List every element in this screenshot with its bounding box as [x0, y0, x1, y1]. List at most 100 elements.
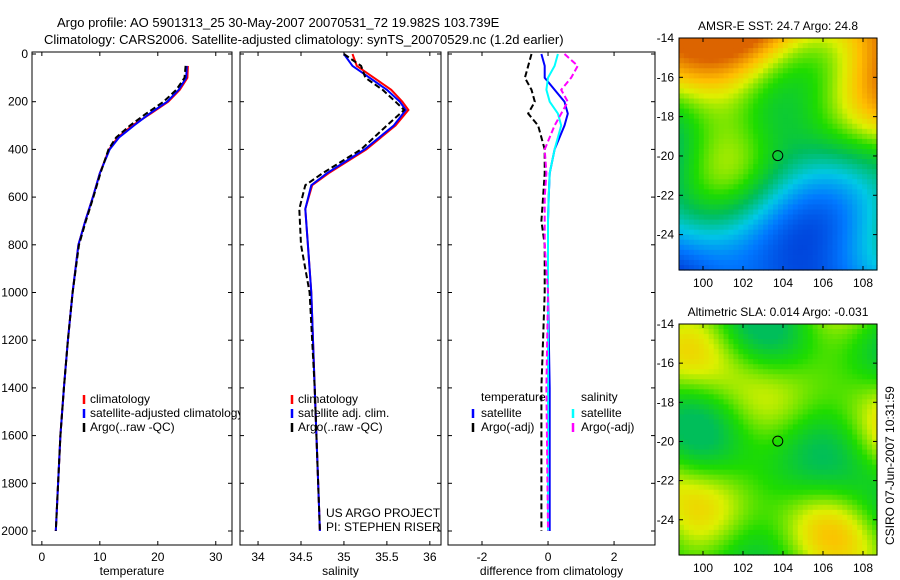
x-tick-label: 100 — [693, 561, 713, 575]
map-cell — [862, 409, 868, 415]
map-cell — [773, 58, 779, 64]
map-cell — [748, 454, 754, 461]
map-cell — [763, 504, 769, 511]
map-cell — [708, 169, 715, 175]
map-cell — [763, 264, 769, 271]
map-cell — [718, 264, 725, 271]
map-cell — [782, 504, 789, 511]
map-cell — [683, 334, 690, 340]
map-cell — [817, 249, 824, 256]
map-cell — [713, 449, 720, 456]
y-tick-label: -18 — [657, 395, 675, 409]
map-cell — [817, 484, 824, 491]
legend-label: satellite — [581, 406, 622, 420]
map-cell — [782, 264, 789, 271]
map-cell — [763, 434, 769, 441]
map-cell — [778, 244, 784, 251]
map-cell — [778, 154, 784, 160]
map-cell — [867, 374, 873, 380]
map-cell — [748, 439, 754, 446]
map-cell — [842, 379, 848, 385]
map-cell — [802, 244, 809, 251]
map-cell — [792, 444, 799, 451]
map-cell — [802, 524, 809, 531]
map-cell — [763, 113, 769, 120]
map-cell — [797, 148, 804, 155]
map-cell — [797, 504, 804, 511]
map-cell — [768, 344, 774, 350]
map-cell — [763, 359, 769, 365]
map-cell — [842, 123, 848, 130]
map-cell — [787, 394, 794, 400]
map-cell — [862, 38, 868, 44]
map-cell — [832, 83, 838, 90]
map-cell — [792, 449, 799, 456]
map-cell — [713, 404, 720, 410]
map-cell — [822, 464, 829, 471]
map-cell — [832, 194, 838, 200]
map-cell — [693, 364, 700, 370]
map-cell — [782, 544, 789, 551]
map-cell — [862, 374, 868, 380]
map-cell — [812, 229, 819, 236]
map-cell — [778, 189, 784, 195]
map-cell — [872, 209, 878, 216]
map-cell — [782, 58, 789, 64]
map-cell — [847, 103, 853, 110]
map-cell — [733, 118, 739, 125]
map-cell — [857, 519, 863, 526]
map-cell — [837, 479, 843, 486]
map-cell — [708, 339, 715, 345]
map-cell — [817, 108, 824, 115]
map-cell — [807, 259, 814, 266]
map-cell — [872, 459, 878, 466]
map-cell — [723, 394, 730, 400]
map-cell — [753, 264, 759, 271]
map-cell — [758, 489, 764, 496]
map-cell — [822, 83, 829, 90]
map-cell — [713, 514, 720, 521]
map-cell — [763, 143, 769, 150]
map-cell — [807, 404, 814, 410]
map-cell — [792, 83, 799, 90]
map-cell — [827, 103, 834, 110]
map-cell — [847, 384, 853, 390]
map-cell — [857, 53, 863, 59]
map-cell — [713, 539, 720, 546]
map-cell — [708, 489, 715, 496]
map-cell — [698, 464, 705, 471]
map-cell — [679, 254, 685, 261]
map-cell — [827, 339, 834, 345]
map-cell — [817, 88, 824, 95]
map-cell — [708, 249, 715, 256]
map-cell — [713, 479, 720, 486]
map-cell — [728, 204, 735, 211]
map-cell — [773, 93, 779, 100]
map-cell — [708, 179, 715, 185]
map-cell — [792, 329, 799, 335]
map-cell — [713, 108, 720, 115]
map-cell — [688, 529, 695, 536]
map-cell — [847, 404, 853, 410]
map-cell — [782, 349, 789, 355]
map-cell — [693, 334, 700, 340]
map-cell — [832, 324, 838, 330]
map-cell — [807, 63, 814, 69]
map-cell — [857, 169, 863, 175]
map-cell — [693, 474, 700, 481]
map-cell — [693, 374, 700, 380]
map-cell — [753, 93, 759, 100]
map-cell — [683, 454, 690, 461]
map-cell — [862, 73, 868, 79]
map-cell — [867, 224, 873, 231]
map-cell — [718, 509, 725, 516]
map-cell — [872, 449, 878, 456]
map-cell — [807, 249, 814, 256]
map-cell — [738, 334, 744, 340]
map-cell — [773, 339, 779, 345]
map-cell — [792, 264, 799, 271]
map-cell — [827, 179, 834, 185]
map-cell — [827, 404, 834, 410]
map-cell — [837, 449, 843, 456]
map-cell — [782, 414, 789, 421]
